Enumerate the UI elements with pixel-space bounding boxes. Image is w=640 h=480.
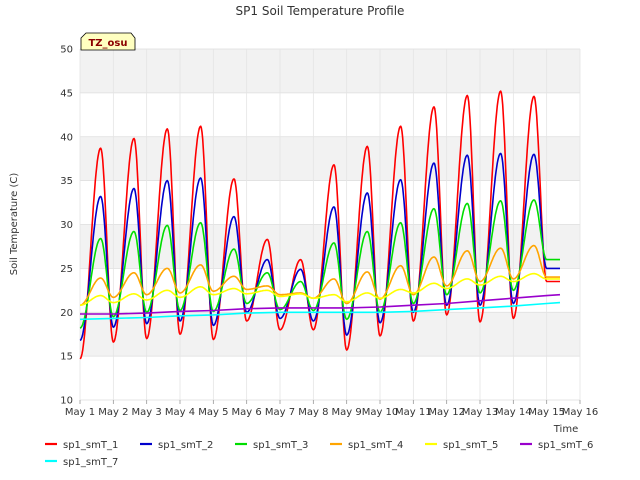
y-tick-label: 25 <box>60 264 73 275</box>
y-tick-label: 15 <box>60 352 73 363</box>
tz-badge-box <box>80 32 136 51</box>
legend-item-sp1-smT-6: sp1_smT_6 <box>520 440 593 451</box>
plot-band <box>80 312 580 357</box>
series-line-sp1-smT-4 <box>79 244 561 306</box>
x-axis-label: Time <box>553 424 578 435</box>
x-tick-label: May 10 <box>362 407 399 418</box>
plot-band <box>80 49 580 93</box>
tz-badge: TZ_osu <box>80 32 136 51</box>
series-line-sp1-smT-5 <box>79 272 561 306</box>
legend-item-sp1-smT-4: sp1_smT_4 <box>330 440 403 451</box>
legend-label: sp1_smT_2 <box>158 440 213 451</box>
legend-label: sp1_smT_1 <box>63 440 118 451</box>
x-tick-label: May 15 <box>528 407 565 418</box>
x-tick-label: May 8 <box>298 407 328 418</box>
tz-badge-label: TZ_osu <box>88 38 127 49</box>
series-line-sp1-smT-6 <box>80 293 561 315</box>
y-tick-label: 20 <box>60 308 73 319</box>
x-tick-label: May 11 <box>395 407 432 418</box>
series-line-sp1-smT-7 <box>79 301 561 321</box>
legend-item-sp1-smT-1: sp1_smT_1 <box>45 440 118 451</box>
legend-label: sp1_smT_3 <box>253 440 308 451</box>
legend-item-sp1-smT-3: sp1_smT_3 <box>235 440 308 451</box>
y-tick-label: 50 <box>60 45 73 56</box>
x-tick-label: May 3 <box>132 407 162 418</box>
legend-label: sp1_smT_6 <box>538 440 593 451</box>
legend-item-sp1-smT-5: sp1_smT_5 <box>425 440 498 451</box>
y-axis-ticks: 10 15 20 25 30 35 40 45 50 <box>60 45 73 407</box>
y-tick-label: 40 <box>60 132 73 143</box>
chart-title: SP1 Soil Temperature Profile <box>236 4 405 18</box>
y-tick-label: 35 <box>60 176 73 187</box>
legend-label: sp1_smT_5 <box>443 440 498 451</box>
y-tick-label: 30 <box>60 220 73 231</box>
x-tick-label: May 9 <box>332 407 362 418</box>
x-tick-label: May 12 <box>428 407 465 418</box>
x-tick-label: May 1 <box>65 407 95 418</box>
y-tick-label: 10 <box>60 396 73 407</box>
x-tick-label: May 16 <box>562 407 599 418</box>
x-tick-label: May 5 <box>198 407 228 418</box>
x-tick-label: May 6 <box>232 407 262 418</box>
legend-item-sp1-smT-7: sp1_smT_7 <box>45 457 118 468</box>
y-tick-label: 45 <box>60 88 73 99</box>
x-axis-ticks: May 1 May 2 May 3 May 4 May 5 May 6 May 7 May 8… <box>65 400 598 418</box>
legend-item-sp1-smT-2: sp1_smT_2 <box>140 440 213 451</box>
x-tick-label: May 14 <box>495 407 532 418</box>
x-tick-label: May 13 <box>462 407 499 418</box>
x-tick-label: May 4 <box>165 407 195 418</box>
legend-label: sp1_smT_4 <box>348 440 403 451</box>
x-tick-label: May 7 <box>265 407 295 418</box>
legend-label: sp1_smT_7 <box>63 457 118 468</box>
series-layer <box>79 90 561 360</box>
legend: sp1_smT_1 sp1_smT_2 sp1_smT_3 sp1_smT_4 sp1_… <box>45 440 593 468</box>
y-axis-label: Soil Temperature (C) <box>9 173 20 276</box>
x-tick-label: May 2 <box>98 407 128 418</box>
